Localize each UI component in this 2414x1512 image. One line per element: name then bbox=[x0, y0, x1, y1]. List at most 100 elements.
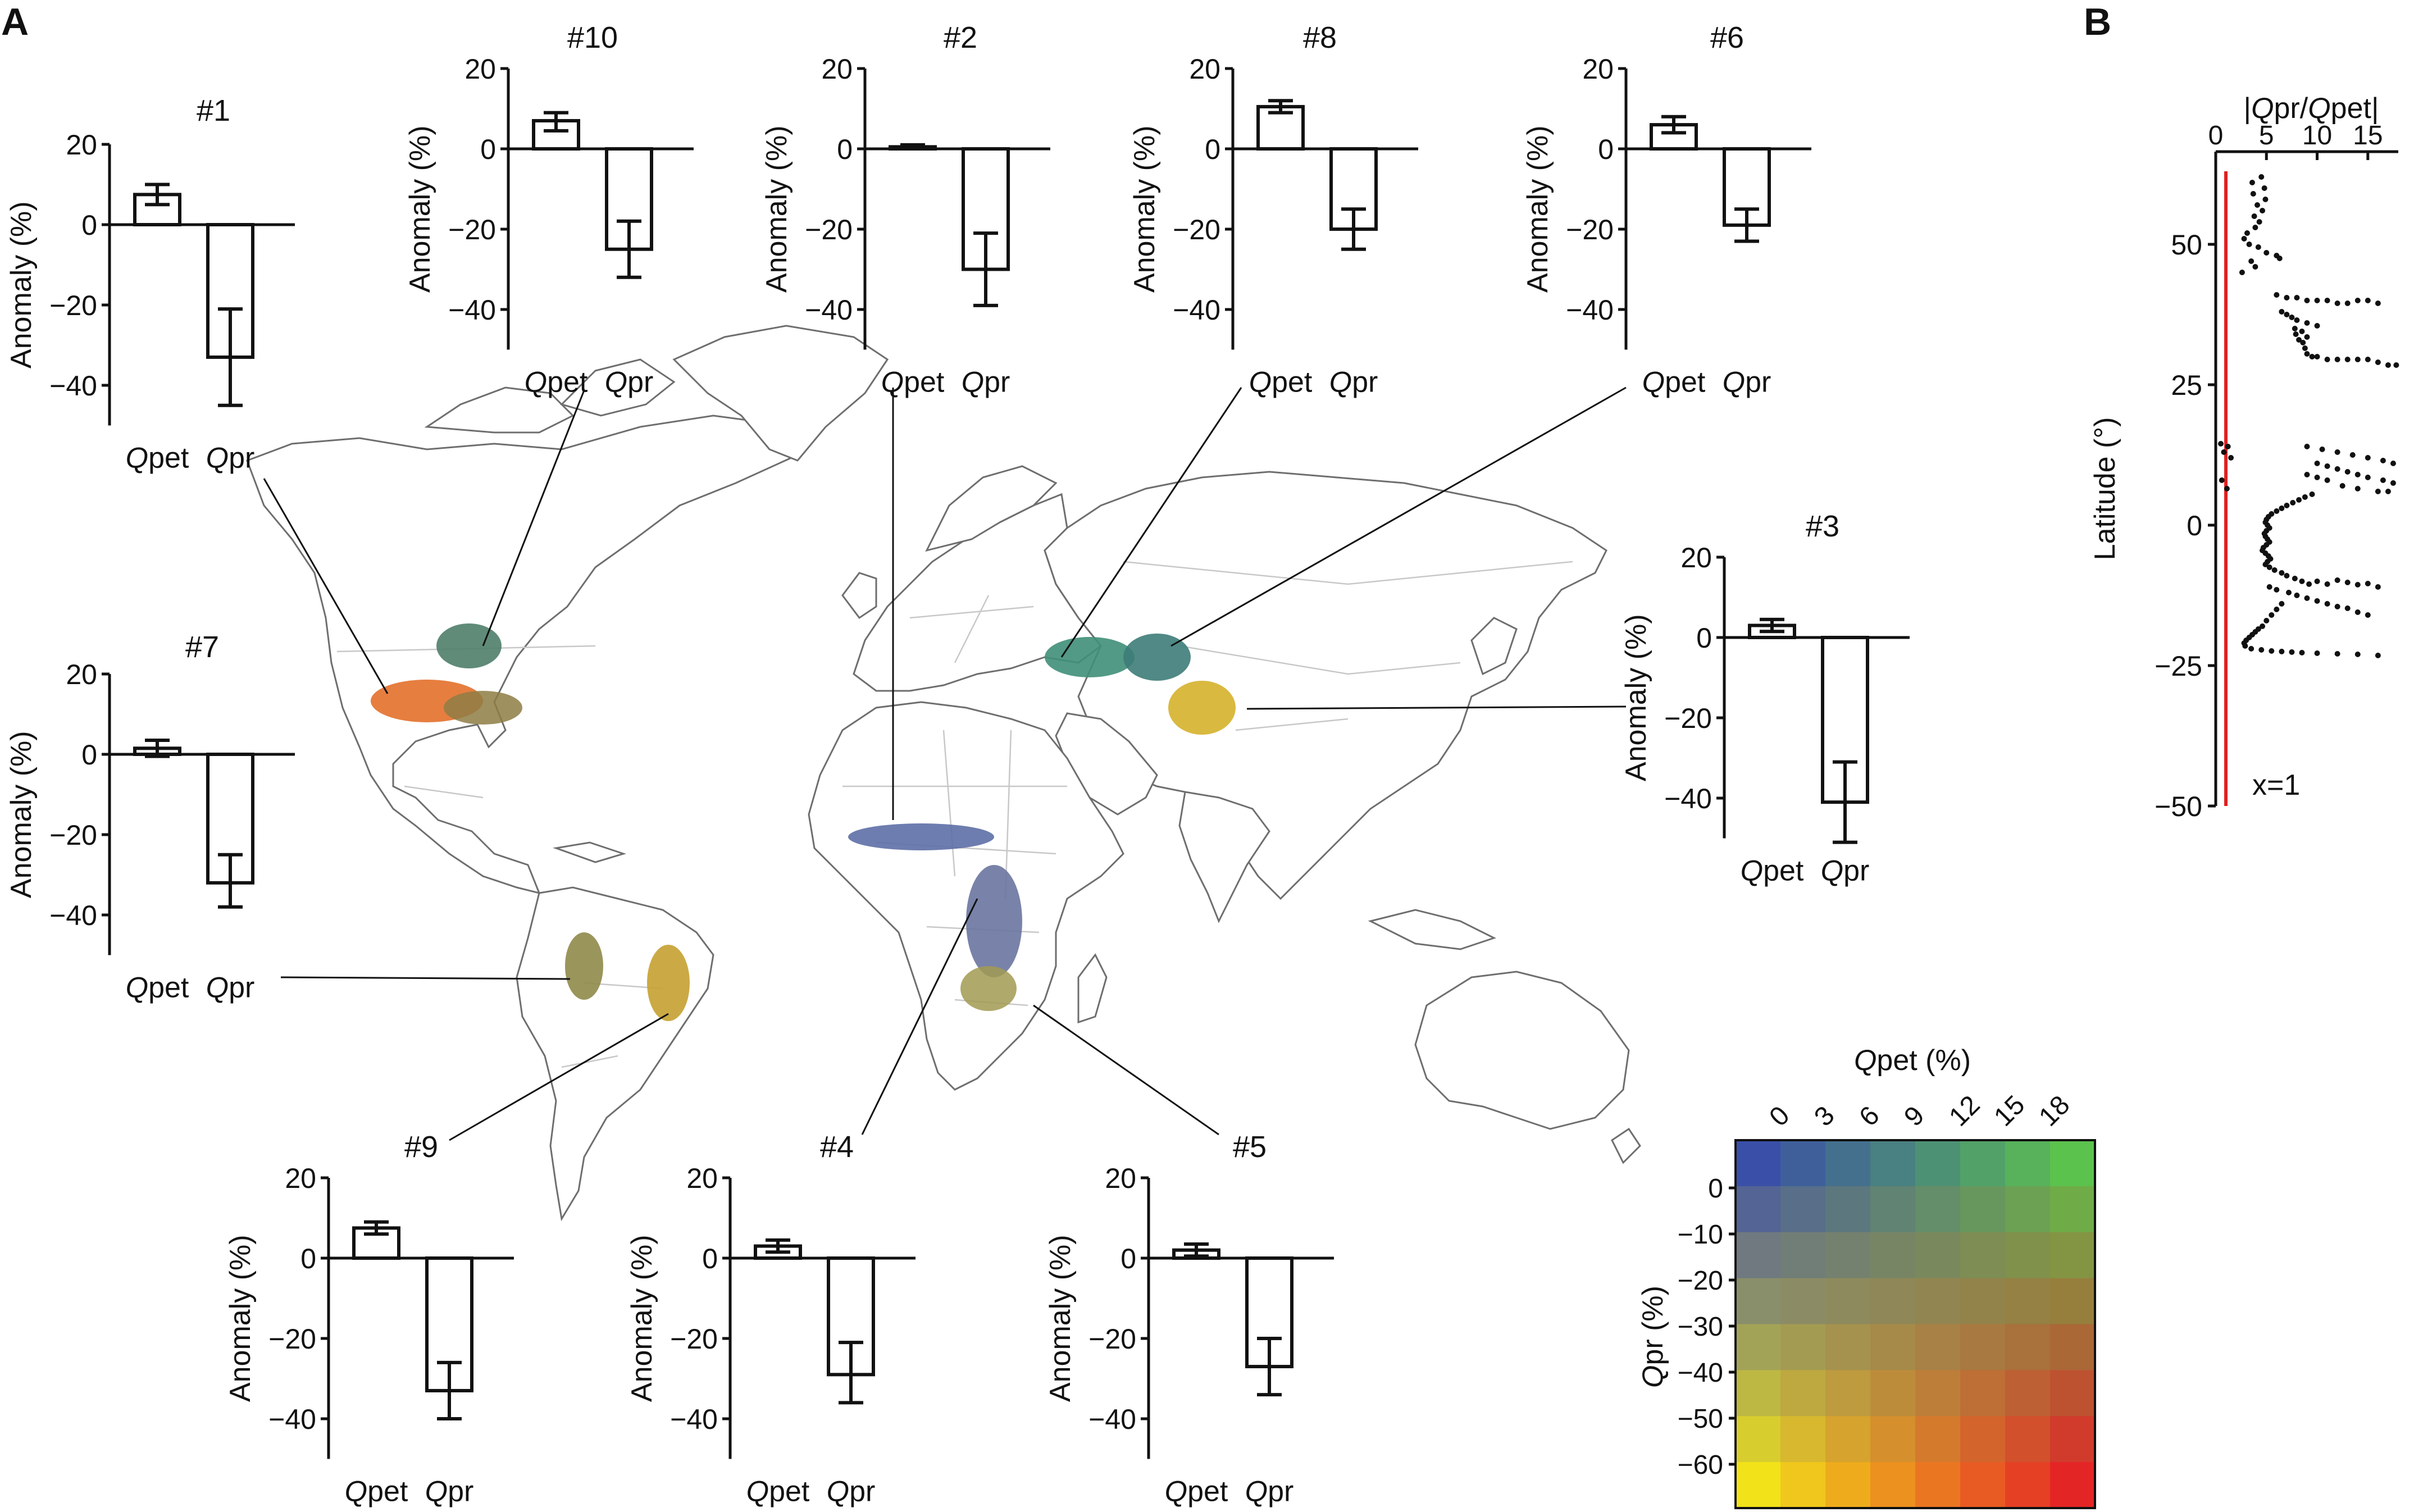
land-se-asia-islands bbox=[1368, 909, 1496, 950]
legend-cell bbox=[1960, 1186, 2006, 1233]
legend-cell bbox=[1915, 1140, 1961, 1187]
scatter-point bbox=[2339, 483, 2345, 489]
scatter-point bbox=[2274, 587, 2280, 593]
scatter-point bbox=[2314, 323, 2320, 329]
y-tick-label: −40 bbox=[448, 294, 496, 326]
legend-cell bbox=[2050, 1324, 2096, 1371]
legend-cell bbox=[2050, 1186, 2096, 1233]
scatter-point bbox=[2314, 354, 2320, 359]
y-axis-label: Anomaly (%) bbox=[760, 125, 793, 293]
legend-cell bbox=[1736, 1462, 1781, 1509]
y-tick-label: −40 bbox=[1088, 1404, 1136, 1435]
category-label: Qpr bbox=[827, 1475, 876, 1508]
category-label: Qpr bbox=[425, 1475, 474, 1508]
legend-x-tick: 3 bbox=[1809, 1100, 1840, 1132]
scatter-point bbox=[2309, 354, 2315, 359]
legend-frame bbox=[1734, 1139, 2096, 1509]
scatter-point bbox=[2279, 309, 2285, 315]
legend-y-title: Qpr (%) bbox=[1637, 1286, 1669, 1388]
legend-cell bbox=[2005, 1462, 2051, 1509]
y-tick-label: −40 bbox=[1664, 783, 1712, 814]
scatter-point bbox=[2294, 295, 2300, 300]
bar-chart-title: #7 bbox=[185, 630, 219, 664]
legend-cell bbox=[1915, 1186, 1961, 1233]
leader-3 bbox=[1246, 705, 1627, 710]
legend-cell bbox=[1870, 1278, 1916, 1325]
leader-lines bbox=[263, 386, 1627, 1141]
scatter-point bbox=[2365, 612, 2371, 618]
y-tick-label: −40 bbox=[670, 1404, 718, 1435]
scatter-point bbox=[2292, 576, 2298, 581]
scatter-point bbox=[2269, 612, 2275, 618]
scatter-point bbox=[2218, 441, 2224, 447]
scatter-point bbox=[2309, 491, 2315, 497]
y-tick-label: 0 bbox=[1121, 1243, 1136, 1274]
scatter-point bbox=[2276, 256, 2283, 261]
bar-chart-inset: #7 20 0 −20 −40 Anomaly (%) Qpet Qpr bbox=[5, 630, 295, 1004]
legend-cell bbox=[1736, 1416, 1781, 1463]
bar-chart-title: #4 bbox=[820, 1130, 854, 1164]
legend-cell bbox=[1915, 1324, 1961, 1371]
b-y-label: Latitude (°) bbox=[2089, 417, 2121, 561]
bar-chart-inset: #6 20 0 −20 −40 Anomaly (%) Qpet Qpr bbox=[1522, 21, 1811, 399]
legend-cell bbox=[1960, 1232, 2006, 1279]
legend-cell bbox=[1915, 1462, 1961, 1509]
legend-cell bbox=[1915, 1278, 1961, 1325]
scatter-point bbox=[2296, 337, 2302, 343]
y-tick-label: 20 bbox=[821, 53, 853, 85]
scatter-point bbox=[2334, 651, 2340, 657]
scatter-point bbox=[2284, 573, 2290, 579]
scatter-point bbox=[2279, 505, 2285, 511]
scatter-point bbox=[2380, 477, 2386, 483]
legend-cell bbox=[2005, 1278, 2051, 1325]
y-tick-label: 0 bbox=[702, 1243, 718, 1274]
legend-cell bbox=[1780, 1186, 1826, 1233]
legend-cell bbox=[1736, 1140, 1781, 1187]
land-africa bbox=[808, 701, 1124, 1091]
y-axis-label: Anomaly (%) bbox=[626, 1235, 658, 1402]
land-south-america bbox=[516, 886, 714, 1222]
scatter-point bbox=[2239, 270, 2245, 275]
scatter-point bbox=[2304, 298, 2310, 303]
scatter-point bbox=[2279, 570, 2285, 576]
scatter-point bbox=[2294, 593, 2300, 598]
scatter-point bbox=[2304, 351, 2310, 357]
land-new-zealand bbox=[1611, 1127, 1641, 1164]
scatter-point bbox=[2262, 197, 2269, 202]
land-australia bbox=[1414, 971, 1630, 1130]
scatter-point bbox=[2304, 472, 2310, 477]
bar-chart-inset: #3 20 0 −20 −40 Anomaly (%) Qpet Qpr bbox=[1620, 509, 1910, 887]
legend-cell bbox=[1825, 1324, 1871, 1371]
legend-cell bbox=[1780, 1324, 1826, 1371]
scatter-point bbox=[2256, 219, 2262, 225]
land-arabia bbox=[1055, 712, 1158, 816]
region-5 bbox=[960, 966, 1017, 1011]
category-label: Qpet bbox=[1249, 366, 1313, 399]
legend-y-tick: −60 bbox=[1678, 1450, 1723, 1480]
legend-cell bbox=[1736, 1370, 1781, 1417]
legend-cell bbox=[1825, 1186, 1871, 1233]
scatter-point bbox=[2284, 312, 2290, 317]
legend-cell bbox=[1870, 1324, 1916, 1371]
y-axis-label: Anomaly (%) bbox=[1620, 614, 1652, 781]
legend-cell bbox=[1960, 1462, 2006, 1509]
scatter-point bbox=[2263, 618, 2270, 623]
legend-cell bbox=[1960, 1324, 2006, 1371]
legend-cell bbox=[2005, 1324, 2051, 1371]
leader-7 bbox=[280, 976, 571, 980]
scatter-point bbox=[2271, 567, 2278, 573]
scatter-point bbox=[2314, 579, 2320, 584]
scatter-point bbox=[2284, 295, 2290, 300]
leader-4 bbox=[861, 898, 978, 1135]
y-tick-label: −20 bbox=[49, 290, 97, 321]
legend-cell bbox=[1960, 1140, 2006, 1187]
land-north-america bbox=[246, 415, 799, 895]
bar-chart-title: #5 bbox=[1233, 1130, 1267, 1164]
legend-cell bbox=[1960, 1416, 2006, 1463]
y-tick-label: −20 bbox=[49, 819, 97, 851]
legend-cell bbox=[1960, 1370, 2006, 1417]
leader-9 bbox=[449, 1013, 669, 1141]
legend-cell bbox=[2005, 1186, 2051, 1233]
y-tick-label: 20 bbox=[66, 659, 97, 690]
scatter-point bbox=[2365, 455, 2371, 461]
